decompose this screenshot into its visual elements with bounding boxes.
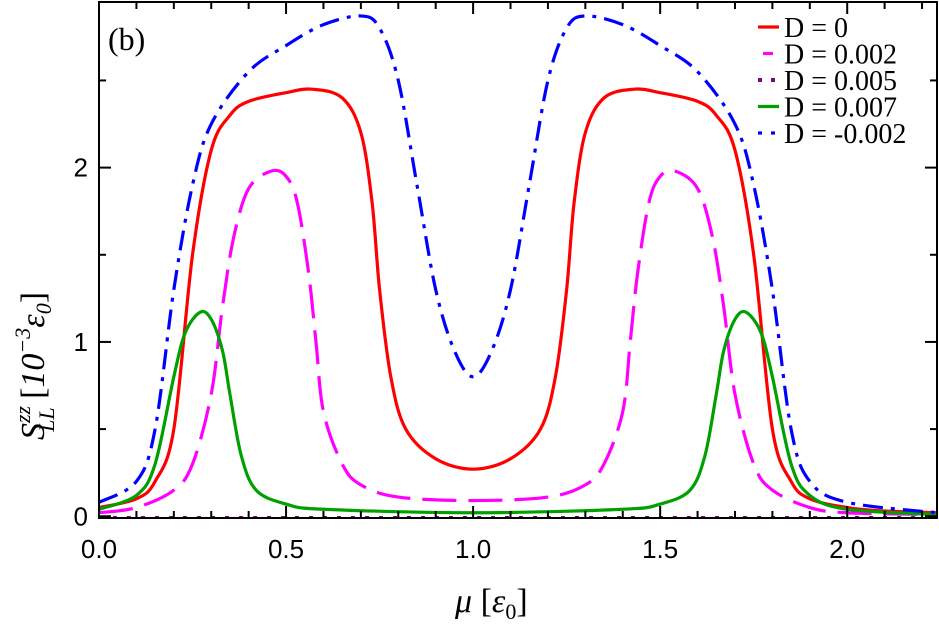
x-label-symbol: μ bbox=[454, 583, 472, 620]
axes: 0.0 0.5 1.0 1.5 2.0 0 1 2 bbox=[74, 1, 938, 564]
series-line-3 bbox=[99, 309, 937, 517]
legend-label-2: D = 0.005 bbox=[784, 66, 897, 97]
x-label-unit: ε bbox=[492, 583, 506, 620]
series-line-0 bbox=[99, 87, 937, 515]
legend-label-0: D = 0 bbox=[784, 13, 848, 44]
x-tick-label: 0.5 bbox=[268, 534, 304, 564]
legend-label-4: D = -0.002 bbox=[784, 119, 906, 150]
x-tick-label: 1.0 bbox=[455, 534, 491, 564]
legend-label-3: D = 0.007 bbox=[784, 93, 897, 124]
series-line-4 bbox=[99, 14, 937, 515]
series-line-1 bbox=[99, 168, 937, 517]
y-axis-label: SzzLL [10−3ε0] bbox=[10, 292, 59, 440]
y-tick-label: 0 bbox=[74, 501, 88, 531]
y-label-unit-exp: −3 bbox=[10, 328, 35, 354]
y-tick-label: 1 bbox=[74, 327, 88, 357]
y-label-unit: ε bbox=[15, 314, 52, 328]
y-label-sub: LL bbox=[34, 407, 59, 432]
x-axis-label: μ [ε0] bbox=[454, 583, 528, 624]
y-tick-label: 2 bbox=[74, 153, 88, 183]
x-tick-label: 0.0 bbox=[81, 534, 117, 564]
x-label-unit-sub: 0 bbox=[505, 599, 516, 624]
x-tick-label: 2.0 bbox=[829, 534, 865, 564]
panel-label: (b) bbox=[108, 21, 145, 57]
y-label-sup: zz bbox=[10, 405, 35, 424]
legend-label-1: D = 0.002 bbox=[784, 40, 897, 71]
y-label-symbol: S bbox=[15, 423, 52, 440]
plot-frame bbox=[98, 1, 938, 519]
y-label-unit-sub: 0 bbox=[31, 303, 56, 314]
x-tick-label: 1.5 bbox=[642, 534, 678, 564]
curves bbox=[99, 14, 937, 518]
y-label-unit-prefix: 10 bbox=[15, 354, 52, 388]
svg-text:SzzLL [10−3ε0]: SzzLL [10−3ε0] bbox=[10, 292, 59, 440]
